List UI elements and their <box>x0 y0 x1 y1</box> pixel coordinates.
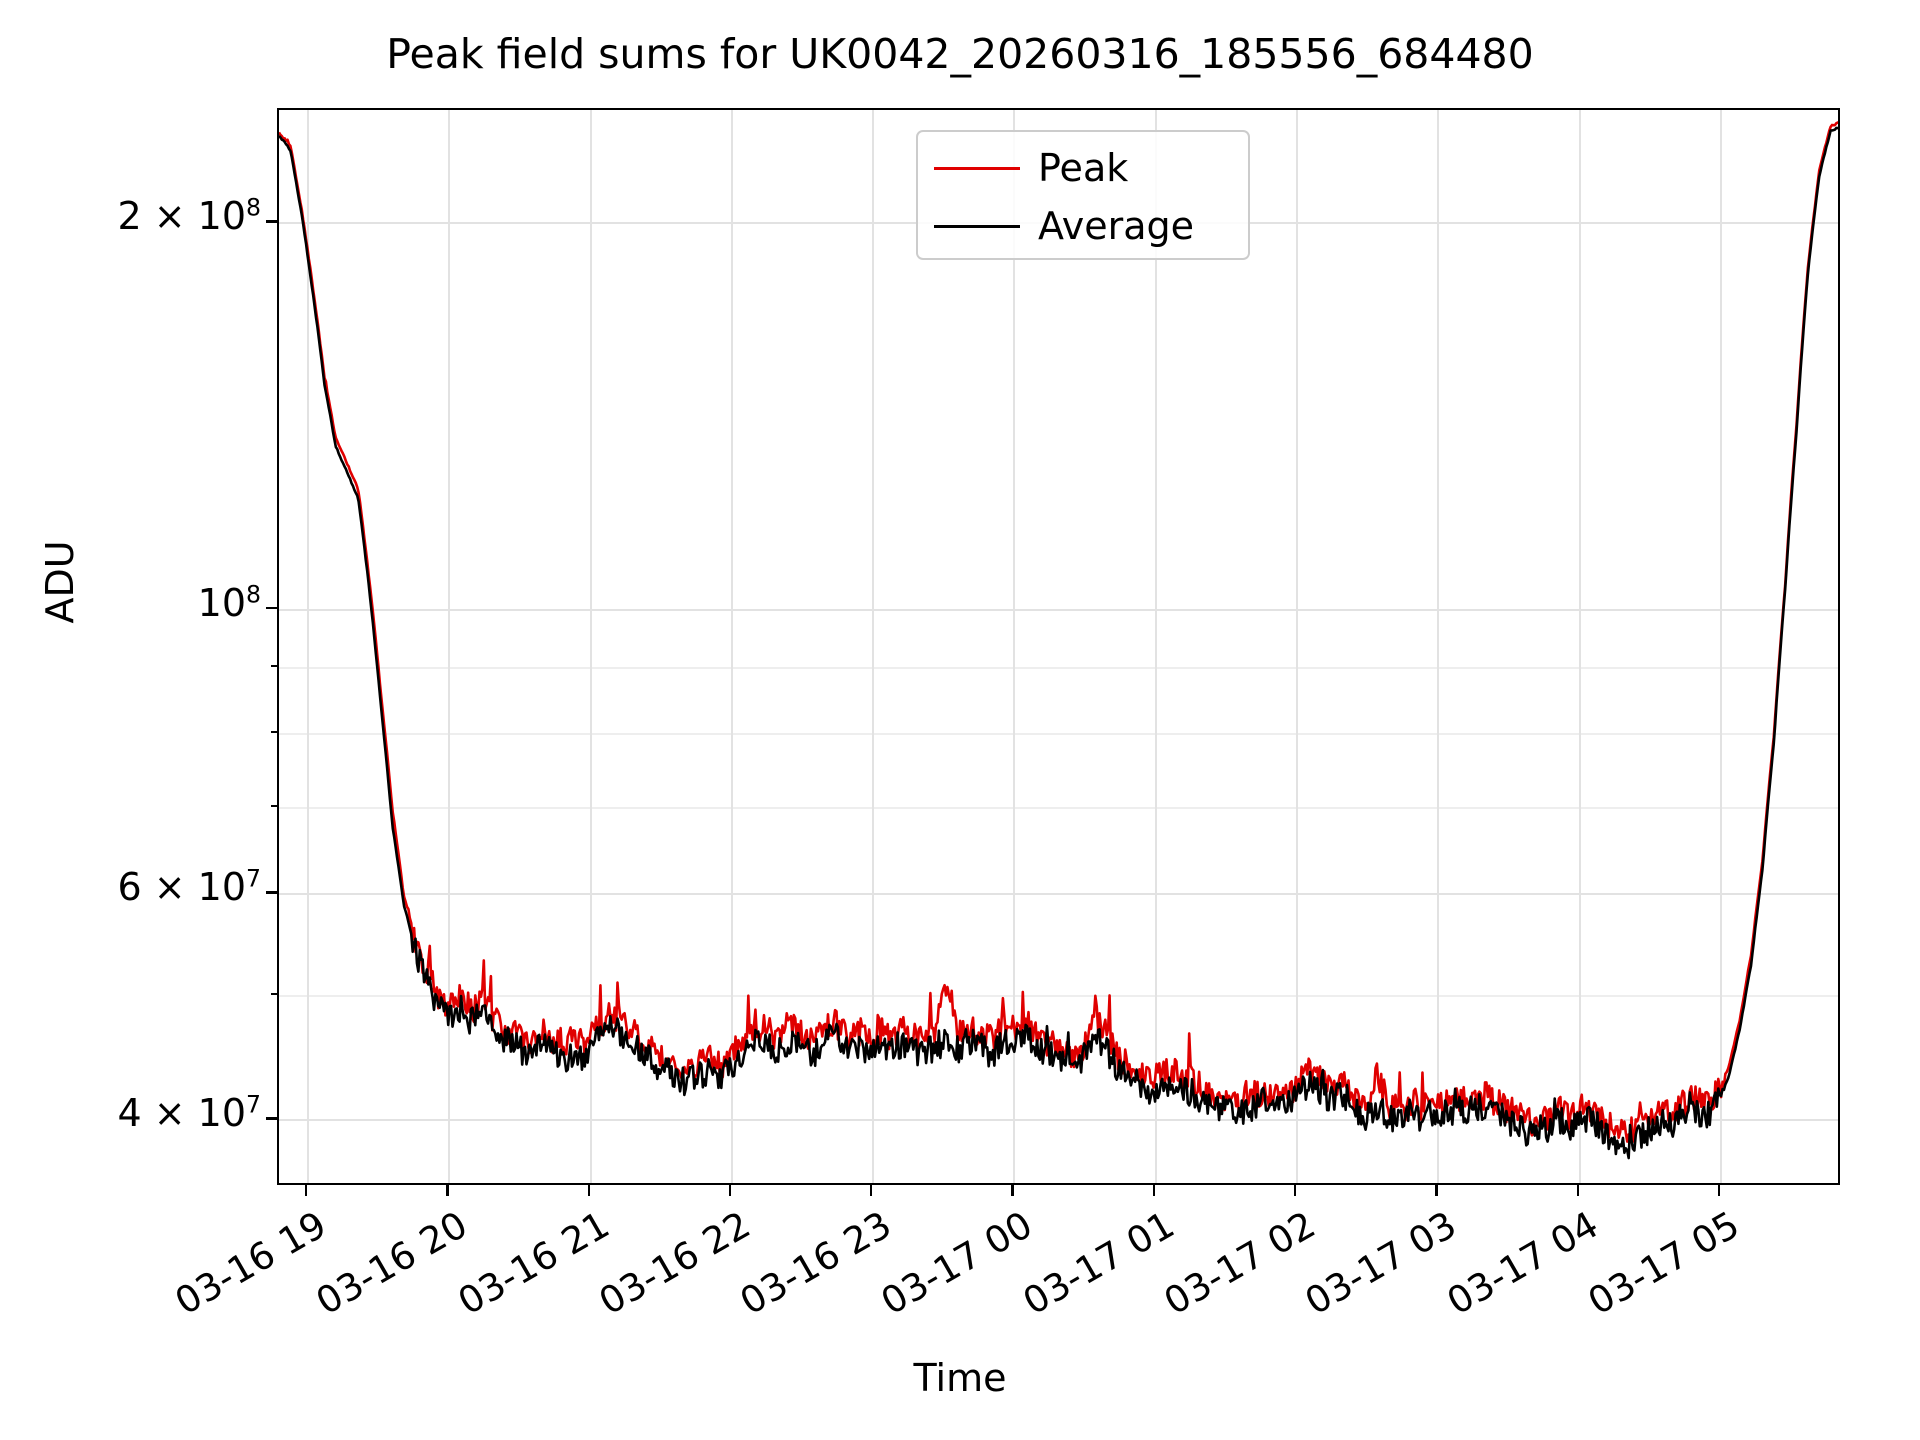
y-tick-mark <box>266 1117 277 1120</box>
legend-swatch-average <box>934 224 1020 228</box>
x-tick-mark <box>1011 1185 1014 1196</box>
series-line-average <box>279 126 1838 1160</box>
grid-line-horizontal-minor <box>279 995 1838 998</box>
grid-line-horizontal-minor <box>279 807 1838 810</box>
grid-line-horizontal-minor <box>279 667 1838 670</box>
chart-legend: Peak Average <box>916 130 1250 260</box>
grid-line-vertical <box>1013 110 1016 1183</box>
legend-entry-peak: Peak <box>918 138 1248 198</box>
grid-line-vertical <box>448 110 451 1183</box>
legend-swatch-peak <box>934 166 1020 170</box>
y-tick-mark-minor <box>271 993 277 996</box>
y-tick-label: 4 × 107 <box>117 1090 261 1136</box>
x-tick-mark <box>1576 1185 1579 1196</box>
grid-line-vertical <box>872 110 875 1183</box>
x-tick-mark <box>1152 1185 1156 1196</box>
x-tick-mark <box>587 1185 590 1196</box>
x-tick-mark <box>728 1185 732 1196</box>
y-axis-title: ADU <box>38 540 82 624</box>
legend-label-average: Average <box>1038 204 1195 248</box>
x-tick-mark <box>870 1185 873 1196</box>
x-axis-title: Time <box>913 1356 1007 1400</box>
legend-label-peak: Peak <box>1038 146 1129 190</box>
x-tick-mark <box>1717 1185 1721 1196</box>
y-tick-mark <box>266 891 277 894</box>
x-tick-mark <box>446 1185 449 1196</box>
grid-line-vertical <box>1295 110 1298 1183</box>
grid-line-horizontal <box>279 1119 1838 1122</box>
x-tick-mark <box>1293 1185 1297 1196</box>
grid-line-vertical <box>1437 110 1440 1183</box>
grid-line-vertical <box>1578 110 1581 1183</box>
y-tick-mark <box>266 220 277 223</box>
y-tick-label: 6 × 107 <box>117 864 261 910</box>
grid-line-vertical <box>589 110 592 1183</box>
series-layer <box>279 121 1838 1160</box>
chart-title: Peak field sums for UK0042_20260316_1855… <box>386 30 1534 78</box>
x-tick-mark <box>304 1185 308 1196</box>
y-tick-mark-minor <box>271 805 277 808</box>
legend-entry-average: Average <box>918 196 1248 256</box>
grid-line-horizontal <box>279 893 1838 896</box>
grid-line-vertical <box>1719 110 1722 1183</box>
y-tick-label: 2 × 108 <box>117 193 261 239</box>
series-line-peak <box>279 121 1838 1143</box>
grid-line-vertical <box>306 110 309 1183</box>
y-tick-mark-minor <box>271 731 277 733</box>
grid-line-vertical <box>730 110 733 1183</box>
grid-line-horizontal-minor <box>279 733 1838 735</box>
plot-area <box>277 108 1840 1185</box>
grid-line-horizontal <box>279 608 1838 611</box>
x-tick-mark <box>1435 1185 1438 1196</box>
y-tick-mark <box>266 606 277 609</box>
y-tick-label: 108 <box>197 579 261 625</box>
y-tick-mark-minor <box>271 665 277 668</box>
grid-line-vertical <box>1154 110 1157 1183</box>
